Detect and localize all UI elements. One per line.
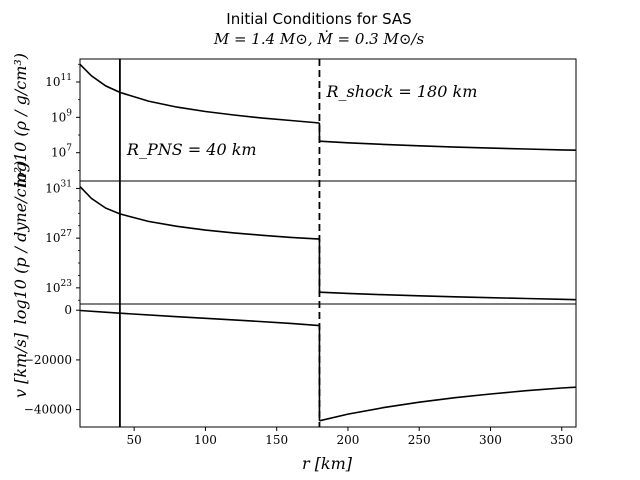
pressure-series-1 bbox=[79, 186, 320, 240]
velocity-ytick-label: −20000 bbox=[24, 353, 72, 367]
velocity-ytick-label: −40000 bbox=[24, 403, 72, 417]
pressure-frame bbox=[79, 180, 577, 305]
pns-radius-label: R_PNS = 40 km bbox=[126, 140, 257, 159]
density-frame bbox=[79, 58, 577, 182]
panel-density: 107 109 1011 log10 (ρ / g/cm³) bbox=[11, 53, 577, 187]
plot-area: 107 109 1011 log10 (ρ / g/cm³) 1023 1027 1031 l… bbox=[11, 53, 577, 447]
pressure-y-axis-label: log10 (p / dyne/cm²) bbox=[11, 161, 30, 325]
pressure-series-2 bbox=[319, 291, 577, 301]
pressure-ytick-label: 1031 bbox=[45, 179, 72, 195]
chart-title: Initial Conditions for SAS bbox=[226, 10, 411, 28]
pressure-ytick-label: 1023 bbox=[45, 279, 72, 295]
x-tick-label: 150 bbox=[265, 433, 288, 447]
chart-subtitle: M = 1.4 M⊙, Ṁ = 0.3 M⊙/s bbox=[213, 30, 425, 48]
panel-velocity: 0 −20000 −40000 v [km/s] bbox=[11, 303, 577, 428]
x-tick-label: 50 bbox=[127, 433, 142, 447]
velocity-y-axis-label: v [km/s] bbox=[11, 332, 30, 398]
x-tick-label: 100 bbox=[194, 433, 217, 447]
x-tick-label: 350 bbox=[550, 433, 573, 447]
x-axis-label: r [km] bbox=[302, 454, 353, 473]
velocity-series-2 bbox=[319, 386, 577, 422]
x-tick-label: 200 bbox=[337, 433, 360, 447]
density-ytick-label: 109 bbox=[51, 108, 72, 124]
x-tick-label: 300 bbox=[479, 433, 502, 447]
velocity-ytick-label: 0 bbox=[64, 303, 72, 317]
pressure-ytick-label: 1027 bbox=[45, 229, 72, 245]
density-series-2 bbox=[319, 140, 577, 151]
density-y-axis-label: log10 (ρ / g/cm³) bbox=[11, 53, 30, 187]
velocity-frame bbox=[79, 303, 577, 428]
panel-pressure: 1023 1027 1031 log10 (p / dyne/cm²) bbox=[11, 161, 577, 325]
velocity-series-1 bbox=[79, 309, 320, 327]
x-tick-label: 250 bbox=[408, 433, 431, 447]
shock-radius-label: R_shock = 180 km bbox=[325, 82, 477, 101]
density-series-1 bbox=[79, 63, 320, 124]
density-ytick-label: 1011 bbox=[45, 73, 72, 89]
density-ytick-label: 107 bbox=[51, 144, 72, 160]
